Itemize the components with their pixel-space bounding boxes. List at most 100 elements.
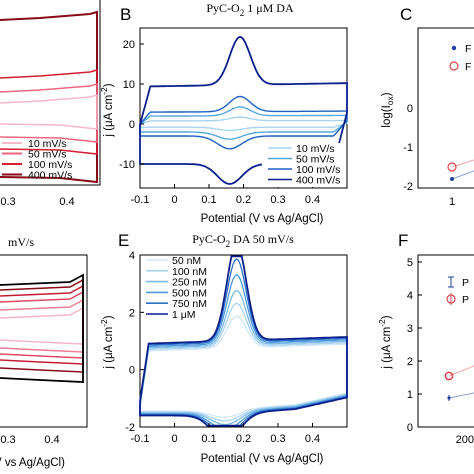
panel-a-legend-label-0: 10 mV/s — [28, 138, 67, 150]
panel-e-curves — [139, 255, 348, 427]
panel-b-y-tick-1: 0 — [129, 119, 135, 131]
panel-e-x-tick-0: -0.1 — [131, 433, 150, 445]
panel-c-legend-label-0: F — [465, 43, 471, 55]
panel-e-legend-label-1: 100 nM — [172, 266, 207, 278]
panel-c: C log(Iox) 0 -1 -2 1 F F — [381, 5, 474, 208]
panel-a-x-tick-1: 0.4 — [59, 196, 74, 208]
panel-c-fit-line-blue — [451, 170, 474, 180]
panel-b: B PyC-O2 1 μM DA -10 0 10 20 -0.1 0 0.1 0.2 0.3… — [99, 1, 348, 225]
panel-d-curves — [0, 273, 84, 383]
panel-e-x-tick-5: 0.4 — [305, 433, 320, 445]
panel-c-y-tick-2: -2 — [403, 181, 413, 193]
panel-f-legend: P P — [446, 276, 469, 306]
panel-c-legend: F F — [449, 43, 471, 73]
panel-a-series-2 — [0, 69, 98, 155]
panel-e-y-axis-label: j (μA cm-2) — [99, 315, 115, 369]
panel-e-x-tick-2: 0.1 — [201, 433, 216, 445]
panel-b-series-1 — [139, 106, 348, 140]
panel-c-y-tick-1: -1 — [403, 142, 413, 154]
panel-e-x-axis-label: Potential (V vs Ag/AgCl) — [201, 453, 324, 465]
panel-b-x-tick-2: 0.1 — [201, 194, 216, 206]
panel-c-point-red — [447, 162, 457, 172]
panel-d-plot-frame — [0, 254, 88, 428]
panel-e-x-ticks: -0.1 0 0.1 0.2 0.3 0.4 — [131, 423, 320, 445]
panel-b-y-tick-0: -10 — [119, 159, 135, 171]
panel-a-legend-label-3: 400 mV/s — [28, 170, 72, 182]
panel-e-y-tick-0: -2 — [125, 422, 135, 434]
panel-a-curves — [0, 10, 98, 184]
panel-b-legend-label-0: 10 mV/s — [296, 143, 335, 155]
panel-b-series-2 — [139, 95, 348, 150]
panel-f-legend-label-0: P — [462, 277, 469, 289]
panel-c-legend-marker-circle — [449, 61, 459, 71]
panel-b-x-ticks: -0.1 0 0.1 0.2 0.3 0.4 — [131, 184, 320, 206]
panel-f-plot-frame — [417, 254, 474, 428]
panel-e-x-tick-4: 0.3 — [270, 433, 285, 445]
panel-f-y-tick-2: 3 — [407, 323, 413, 335]
panel-e-letter: E — [118, 231, 129, 250]
panel-b-y-tick-3: 20 — [123, 39, 135, 51]
panel-c-x-tick-0: 1 — [449, 196, 455, 208]
panel-f-point-blue — [447, 396, 451, 400]
panel-b-title: PyC-O2 1 μM DA — [206, 1, 294, 18]
panel-f-y-tick-0: 5 — [407, 257, 413, 269]
panel-d-series-1 — [0, 298, 84, 353]
panel-d-series-3 — [0, 284, 84, 365]
panel-c-y-axis-label: log(Iox) — [381, 92, 395, 127]
panel-b-y-axis-label: j (μA cm-2) — [99, 83, 115, 137]
panel-c-legend-label-1: F — [465, 61, 471, 73]
panel-f-y-axis-label: j (μA cm-2) — [377, 315, 393, 369]
panel-a-series-1 — [0, 83, 98, 143]
panel-e-title: PyC-O2 DA 50 mV/s — [192, 232, 294, 249]
panel-b-y-ticks: -10 0 10 20 — [119, 39, 144, 171]
panel-b-x-tick-5: 0.4 — [305, 194, 320, 206]
panel-b-y-tick-2: 10 — [123, 79, 135, 91]
panel-b-x-axis-label: Potential (V vs Ag/AgCl) — [201, 213, 324, 225]
panel-b-x-tick-0: -0.1 — [131, 194, 150, 206]
panel-e-y-ticks: -2 0 2 4 — [125, 250, 144, 434]
panel-c-y-ticks: 0 -1 -2 — [403, 103, 413, 193]
panel-f-y-tick-4: 1 — [407, 389, 413, 401]
panel-d-x-tick-1: 0.4 — [44, 434, 59, 446]
panel-b-x-tick-3: 0.2 — [236, 194, 251, 206]
panel-c-y-tick-0: 0 — [407, 103, 413, 115]
panel-b-letter: B — [120, 5, 131, 24]
panel-e-y-tick-3: 4 — [129, 250, 135, 262]
panel-e-legend-label-4: 750 nM — [172, 298, 207, 310]
panel-d: mV/s 0.3 0.4 V vs Ag/AgCl) — [0, 235, 88, 469]
panel-b-curves — [139, 35, 348, 185]
panel-f-y-ticks: 5 4 3 2 1 0 — [407, 257, 422, 434]
panel-a-x-tick-0: 0.3 — [0, 196, 15, 208]
panel-c-plot-frame — [417, 27, 474, 189]
panel-c-legend-marker-dot — [451, 45, 457, 51]
panel-e-x-tick-1: 0 — [171, 433, 177, 445]
panel-b-legend-label-1: 50 mV/s — [296, 154, 335, 166]
panel-e-y-tick-2: 2 — [129, 307, 135, 319]
panel-a-plot-frame — [0, 0, 101, 186]
panel-d-series-0 — [0, 306, 84, 345]
panel-b-legend-label-3: 400 mV/s — [296, 175, 340, 187]
panel-f-y-tick-1: 4 — [407, 290, 413, 302]
panel-f-legend-label-1: P — [462, 294, 469, 306]
panel-f-fit-line-red — [448, 365, 474, 377]
panel-e-legend-label-2: 250 nM — [172, 277, 207, 289]
panel-e-legend-label-5: 1 μM — [172, 309, 196, 321]
panel-e-x-tick-3: 0.2 — [236, 433, 251, 445]
panel-d-x-axis-label-fragment: V vs Ag/AgCl) — [0, 457, 65, 469]
panel-b-series-3 — [139, 35, 348, 185]
panel-c-letter: C — [400, 5, 412, 24]
panel-c-point-blue — [450, 177, 454, 181]
panel-a-x-ticks: 0.3 0.4 — [0, 196, 74, 208]
panel-e: E PyC-O2 DA 50 mV/s -2 0 2 4 -0.1 0 0.1 0.2 0.3… — [99, 231, 348, 465]
panel-b-x-tick-4: 0.3 — [270, 194, 285, 206]
panel-d-series-5 — [0, 273, 84, 383]
panel-a-series-3 — [0, 10, 98, 184]
panel-b-series-0 — [139, 116, 348, 132]
panel-f-point-red — [444, 371, 454, 381]
panel-d-x-ticks: 0.3 0.4 — [0, 434, 59, 446]
panel-f-y-tick-5: 0 — [407, 422, 413, 434]
